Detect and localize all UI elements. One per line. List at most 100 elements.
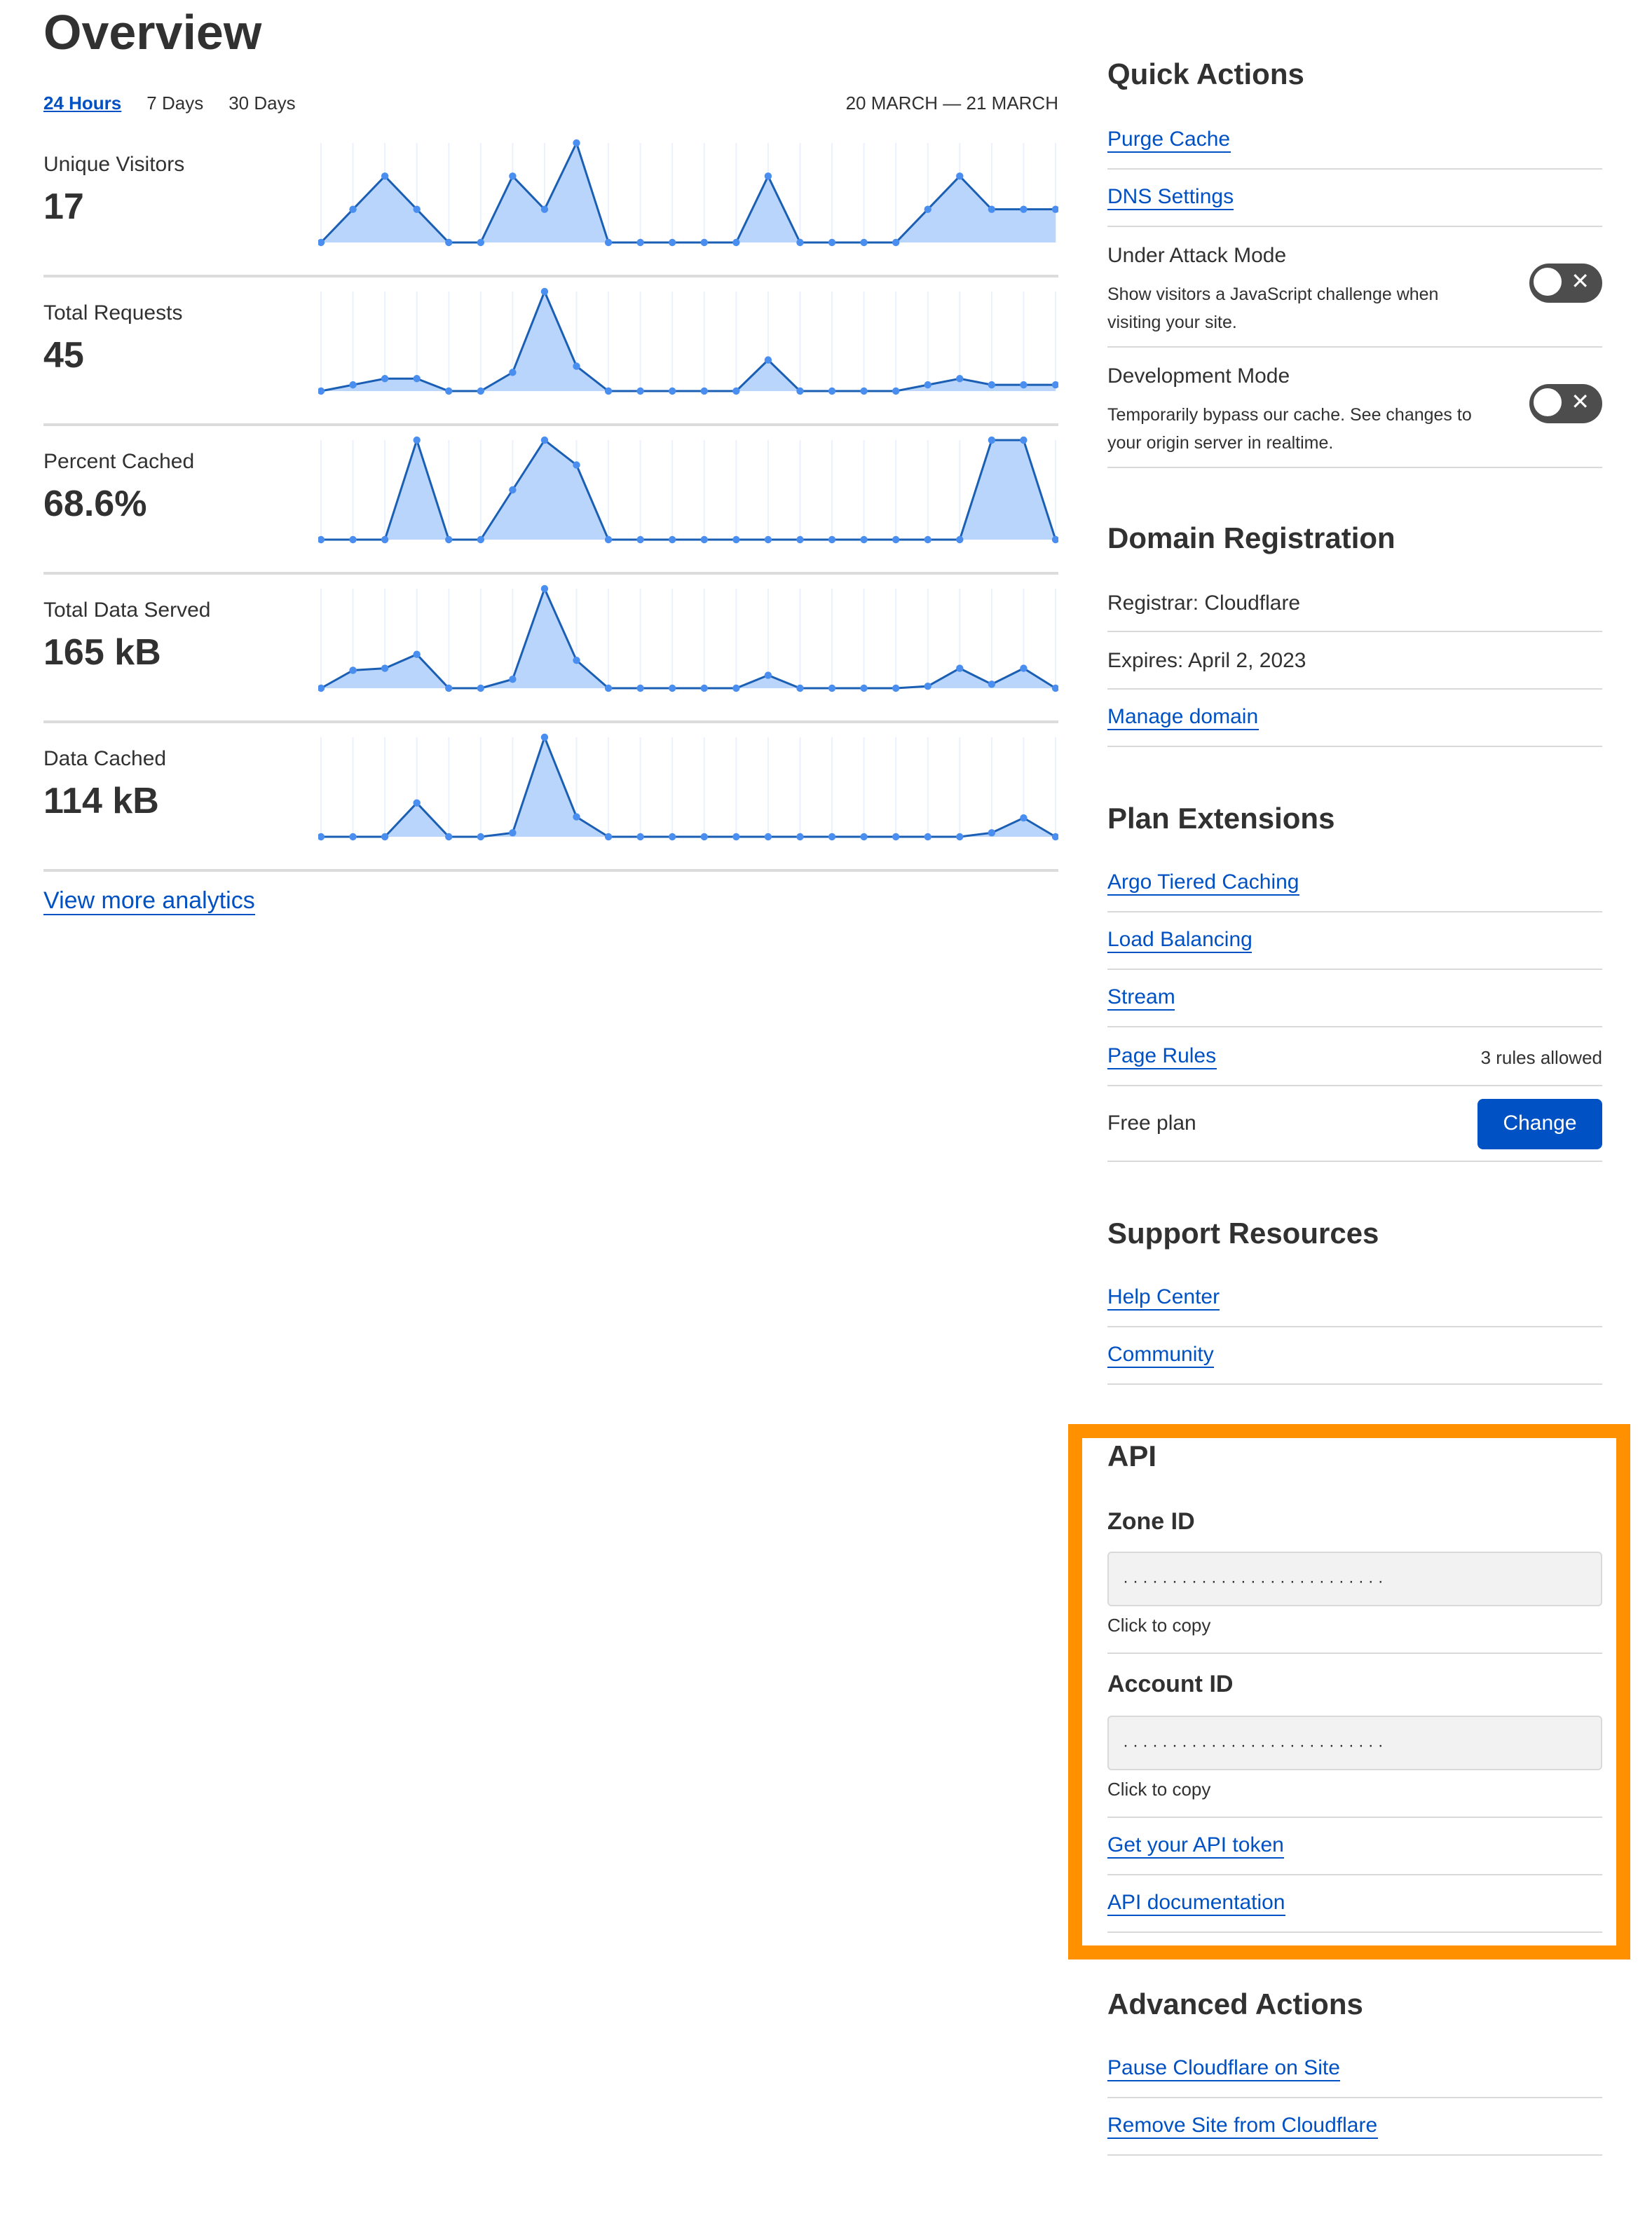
page-title: Overview <box>43 6 262 60</box>
data-point <box>924 381 931 389</box>
data-point <box>700 833 708 841</box>
data-point <box>732 238 740 247</box>
metric-row: Unique Visitors 17 <box>43 129 1058 278</box>
manage-domain-link[interactable]: Manage domain <box>1107 705 1259 730</box>
change-plan-button[interactable]: Change <box>1477 1098 1602 1149</box>
sparkline-chart <box>318 139 1058 247</box>
data-point <box>1051 205 1058 213</box>
time-range-tabs: 24 Hours 7 Days 30 Days <box>43 93 296 114</box>
data-point <box>636 238 644 247</box>
development-mode-setting: Development Mode Temporarily bypass our … <box>1107 348 1602 468</box>
quick-actions-heading: Quick Actions <box>1107 59 1304 91</box>
toggle-knob <box>1532 387 1563 418</box>
metric-label: Total Requests <box>43 301 183 325</box>
development-mode-toggle[interactable]: ✕ <box>1529 384 1602 423</box>
data-point <box>892 833 900 841</box>
sparkline-line <box>321 734 1056 838</box>
data-point <box>988 436 996 444</box>
domain-registration-heading: Domain Registration <box>1107 523 1395 555</box>
data-point <box>988 381 996 389</box>
data-point <box>573 139 580 147</box>
data-point <box>860 238 868 247</box>
metric-label: Unique Visitors <box>43 153 185 177</box>
data-point <box>509 486 517 494</box>
data-point <box>604 387 613 395</box>
data-point <box>477 238 485 247</box>
sparkline-chart <box>318 287 1058 395</box>
data-point <box>669 684 676 692</box>
tab-7-days[interactable]: 7 Days <box>146 93 204 114</box>
data-point <box>540 287 549 296</box>
data-point <box>700 387 708 395</box>
remove-site-link[interactable]: Remove Site from Cloudflare <box>1107 2114 1378 2139</box>
api-heading: API <box>1107 1441 1157 1473</box>
under-attack-mode-setting: Under Attack Mode Show visitors a JavaSc… <box>1107 227 1602 348</box>
data-point <box>764 671 772 679</box>
help-center-link[interactable]: Help Center <box>1107 1285 1220 1311</box>
page-rules-note: 3 rules allowed <box>1480 1046 1602 1067</box>
data-point <box>892 238 900 247</box>
community-link[interactable]: Community <box>1107 1343 1214 1368</box>
data-point <box>988 680 996 688</box>
data-point <box>988 205 996 213</box>
data-point <box>573 461 580 469</box>
tab-24-hours[interactable]: 24 Hours <box>43 93 122 114</box>
under-attack-toggle[interactable]: ✕ <box>1529 264 1602 303</box>
metric-label: Percent Cached <box>43 450 195 474</box>
data-point <box>764 833 772 841</box>
data-point <box>604 535 613 544</box>
data-point <box>796 238 804 247</box>
account-id-copy-hint: Click to copy <box>1107 1779 1602 1818</box>
dns-settings-link[interactable]: DNS Settings <box>1107 185 1234 210</box>
under-attack-description: Show visitors a JavaScript challenge whe… <box>1107 285 1439 332</box>
data-point <box>381 172 389 180</box>
data-point <box>381 375 389 383</box>
purge-cache-link[interactable]: Purge Cache <box>1107 128 1231 153</box>
data-point <box>732 684 740 692</box>
stream-link[interactable]: Stream <box>1107 985 1175 1011</box>
data-point <box>732 535 740 544</box>
data-point <box>477 684 485 692</box>
metric-label: Total Data Served <box>43 598 211 622</box>
data-point <box>828 684 836 692</box>
view-more-analytics-link[interactable]: View more analytics <box>43 887 255 915</box>
sparkline-chart <box>318 733 1058 841</box>
api-documentation-link[interactable]: API documentation <box>1107 1891 1285 1916</box>
data-point <box>828 387 836 395</box>
metric-value: 68.6% <box>43 482 147 524</box>
account-id-label: Account ID <box>1107 1671 1234 1697</box>
sparkline-line <box>320 585 1056 690</box>
data-point <box>1051 684 1058 692</box>
data-point <box>604 684 613 692</box>
data-point <box>669 833 676 841</box>
zone-id-field[interactable]: ··························· <box>1107 1552 1602 1606</box>
plan-name: Free plan <box>1107 1112 1196 1135</box>
argo-link[interactable]: Argo Tiered Caching <box>1107 870 1299 896</box>
data-point <box>732 833 740 841</box>
load-balancing-link[interactable]: Load Balancing <box>1107 928 1252 953</box>
data-point <box>445 535 453 544</box>
data-point <box>413 205 421 213</box>
close-icon: ✕ <box>1571 271 1590 294</box>
data-point <box>509 676 517 683</box>
data-point <box>924 833 931 841</box>
data-point <box>349 535 357 544</box>
data-point <box>445 387 453 395</box>
data-point <box>318 684 325 692</box>
tab-30-days[interactable]: 30 Days <box>228 93 296 114</box>
page-rules-link[interactable]: Page Rules <box>1107 1044 1217 1069</box>
data-point <box>445 684 453 692</box>
data-point <box>669 238 676 247</box>
data-point <box>860 684 868 692</box>
pause-cloudflare-link[interactable]: Pause Cloudflare on Site <box>1107 2056 1340 2081</box>
close-icon: ✕ <box>1571 391 1590 415</box>
data-point <box>1020 205 1028 213</box>
account-id-field[interactable]: ··························· <box>1107 1716 1602 1770</box>
data-point <box>860 387 868 395</box>
data-point <box>349 666 357 674</box>
metric-label: Data Cached <box>43 747 167 771</box>
get-api-token-link[interactable]: Get your API token <box>1107 1833 1284 1859</box>
data-point <box>509 369 517 376</box>
data-point <box>349 381 357 389</box>
registrar-text: Registrar: Cloudflare <box>1107 591 1301 615</box>
